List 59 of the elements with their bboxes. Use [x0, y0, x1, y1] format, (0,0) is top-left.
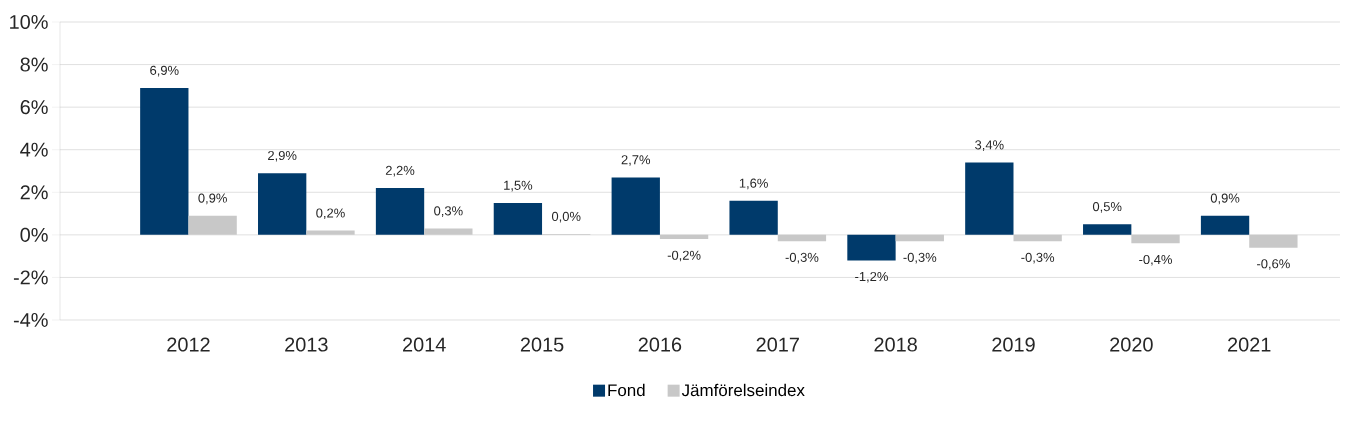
data-label: 0,2% [316, 208, 345, 220]
bar [258, 173, 307, 235]
x-tick-label: 2015 [520, 337, 564, 352]
x-tick-label: 2018 [874, 337, 917, 352]
y-tick-label: 6% [20, 100, 48, 115]
data-label: 1,5% [504, 180, 533, 192]
y-tick-label: 8% [20, 57, 48, 72]
data-label: 2,9% [268, 150, 297, 162]
bar [306, 230, 355, 235]
data-label: -1,2% [855, 271, 888, 283]
y-tick-label: 10% [10, 14, 48, 30]
data-label: 0,9% [198, 193, 227, 205]
bar [1200, 215, 1250, 235]
x-tick-label: 2017 [756, 337, 799, 352]
data-label: 2,2% [385, 165, 415, 177]
bar [188, 215, 237, 235]
data-label: -0,3% [1021, 252, 1055, 264]
data-label: 1,6% [739, 178, 768, 190]
x-tick-label: 2021 [1228, 337, 1271, 352]
bar [1249, 234, 1298, 248]
data-label: -0,2% [667, 250, 701, 262]
y-tick-label: 4% [20, 142, 48, 157]
data-label: 0,3% [434, 206, 463, 217]
data-label: -0,4% [1139, 254, 1172, 266]
bar [777, 234, 827, 242]
x-tick-label: 2020 [1110, 337, 1153, 352]
y-tick-label: 0% [20, 227, 48, 242]
data-label: 2,7% [621, 155, 651, 166]
bar [424, 228, 473, 235]
bar [375, 188, 425, 235]
x-tick-label: 2014 [403, 337, 446, 352]
y-tick-label: -2% [13, 270, 48, 285]
x-tick-label: 2016 [638, 337, 682, 352]
x-tick-label: 2019 [992, 337, 1035, 352]
bar [1131, 234, 1180, 244]
data-label: -0,3% [903, 252, 937, 264]
x-tick-label: 2012 [167, 337, 210, 352]
data-label: -0,6% [1257, 259, 1290, 270]
y-tick-label: 2% [20, 185, 48, 200]
data-label: 6,9% [150, 65, 179, 77]
data-label: 0,9% [1210, 193, 1240, 205]
legend-label: Fond [608, 383, 645, 397]
bar [1083, 224, 1132, 235]
legend-label: Jämförelseindex [681, 383, 805, 397]
data-label: 0,0% [551, 211, 581, 223]
bar [729, 200, 778, 235]
data-label: -0,3% [785, 252, 819, 264]
bar [895, 234, 944, 242]
data-label: 3,4% [975, 140, 1004, 151]
bar [847, 234, 896, 261]
data-label: 0,5% [1092, 201, 1122, 213]
bar [1013, 234, 1062, 242]
bar [659, 234, 709, 240]
bar [493, 202, 543, 235]
x-tick-label: 2013 [285, 337, 328, 352]
bar [611, 177, 660, 235]
bar [965, 162, 1014, 235]
bar [140, 87, 189, 235]
y-tick-label: -4% [13, 313, 48, 327]
